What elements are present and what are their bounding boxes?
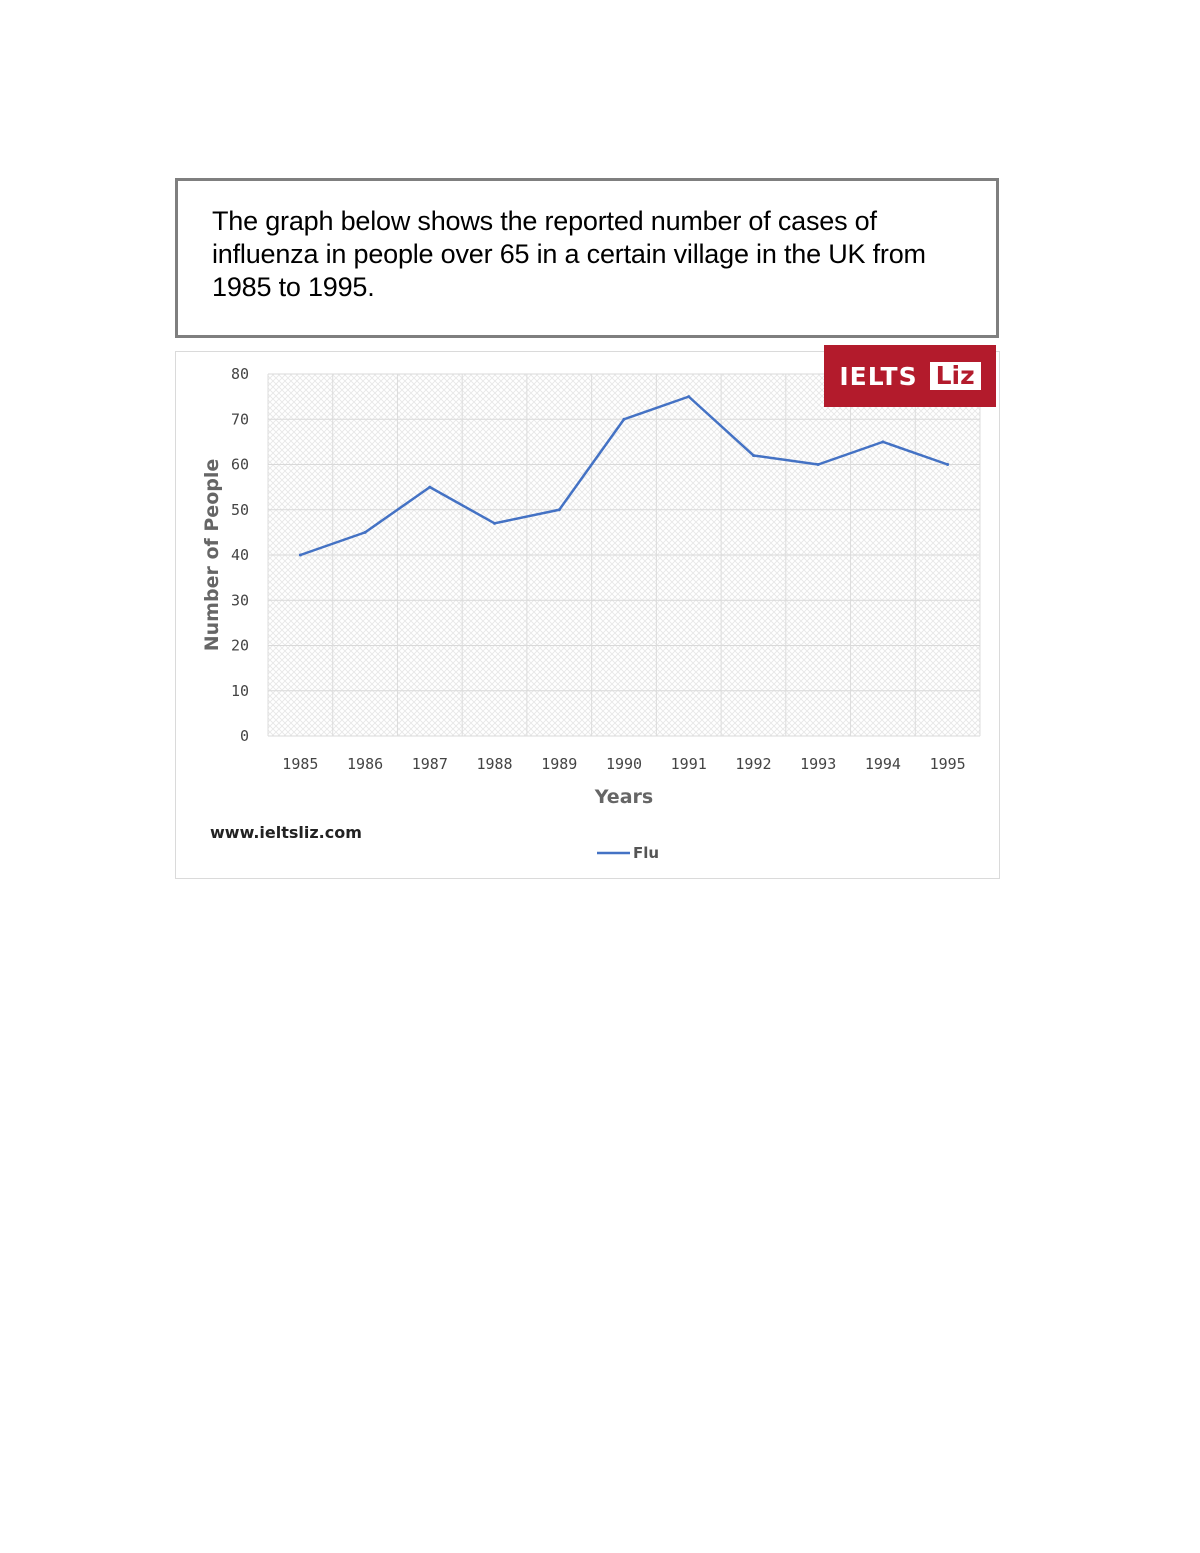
y-axis-ticks: 0 10 20 30 40 50 60 70 80	[231, 365, 249, 745]
y-tick-label: 50	[231, 501, 249, 519]
y-tick-label: 0	[240, 727, 249, 745]
legend: Flu	[597, 844, 659, 862]
data-point	[428, 485, 432, 489]
x-tick-label: 1988	[476, 755, 512, 773]
y-tick-label: 70	[231, 410, 249, 428]
gridlines	[267, 373, 981, 737]
data-point	[363, 530, 367, 534]
x-tick-label: 1987	[412, 755, 448, 773]
y-tick-label: 20	[231, 637, 249, 655]
data-point	[751, 453, 755, 457]
x-axis-ticks: 1985 1986 1987 1988 1989 1990 1991 1992 1993 1994…	[282, 755, 965, 773]
prompt-text: The graph below shows the reported numbe…	[212, 206, 926, 302]
x-tick-label: 1989	[541, 755, 577, 773]
data-point	[493, 521, 497, 525]
logo-name: Liz	[929, 362, 981, 390]
x-tick-label: 1990	[606, 755, 642, 773]
y-axis-title: Number of People	[201, 459, 223, 652]
y-tick-label: 10	[231, 682, 249, 700]
x-tick-label: 1994	[865, 755, 901, 773]
x-tick-label: 1993	[800, 755, 836, 773]
logo-word: IELTS	[839, 361, 918, 391]
data-point	[881, 440, 885, 444]
legend-label: Flu	[633, 844, 659, 862]
series-group	[298, 395, 950, 557]
data-point	[298, 553, 302, 557]
y-tick-label: 30	[231, 591, 249, 609]
ielts-liz-logo: IELTS Liz	[824, 345, 996, 407]
x-axis-title: Years	[594, 786, 653, 808]
x-tick-label: 1986	[347, 755, 383, 773]
y-tick-label: 40	[231, 546, 249, 564]
data-point	[557, 508, 561, 512]
y-tick-label: 60	[231, 456, 249, 474]
prompt-box: The graph below shows the reported numbe…	[175, 178, 999, 338]
x-tick-label: 1991	[671, 755, 707, 773]
x-tick-label: 1992	[735, 755, 771, 773]
y-tick-label: 80	[231, 365, 249, 383]
data-point	[687, 395, 691, 399]
data-point	[816, 463, 820, 466]
data-point	[946, 463, 950, 466]
data-point	[622, 417, 626, 421]
x-tick-label: 1995	[930, 755, 966, 773]
x-tick-label: 1985	[282, 755, 318, 773]
website-url: www.ieltsliz.com	[210, 823, 362, 842]
